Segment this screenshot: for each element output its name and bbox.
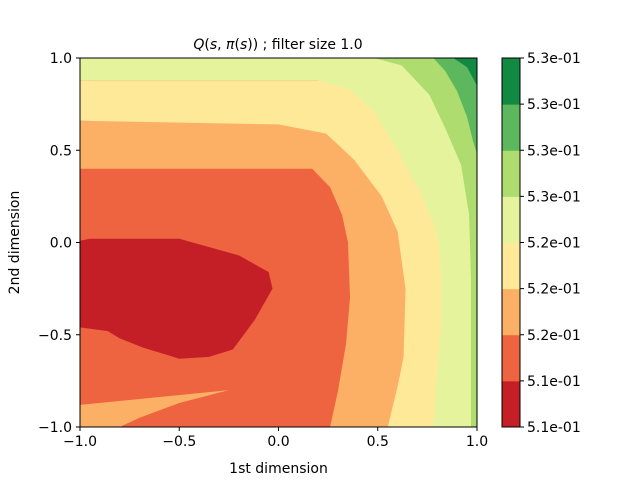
contour-region-2 (80, 80, 477, 427)
title-pi: π (226, 37, 235, 53)
colorbar-tick-label: 5.3e-01 (527, 189, 581, 205)
y-tick-label: −1.0 (38, 420, 72, 436)
x-axis: −1.0 −0.5 0.0 0.5 1.0 (63, 427, 488, 450)
x-tick-label: 0.0 (267, 434, 289, 450)
x-tick-label: 1.0 (466, 434, 488, 450)
x-axis-label: 1st dimension (229, 461, 328, 477)
contour-region-8 (80, 238, 273, 359)
colorbar-band (502, 196, 520, 243)
x-tick-label: −0.5 (162, 434, 196, 450)
title-comma: , (217, 37, 226, 53)
title-close: )) (247, 37, 258, 53)
contour-region-5 (433, 58, 477, 154)
colorbar-tick-label: 5.3e-01 (527, 143, 581, 159)
colorbar: 5.1e-01 5.1e-01 5.2e-01 5.2e-01 5.2e-01 5.3e-… (501, 51, 581, 436)
y-tick-label: 0.0 (50, 236, 72, 252)
colorbar-band (502, 104, 520, 151)
plot-area (79, 57, 478, 428)
y-tick-label: 1.0 (50, 51, 72, 67)
colorbar-tick-label: 5.3e-01 (527, 51, 581, 67)
colorbar-tick-label: 5.2e-01 (527, 282, 581, 298)
colorbar-band (502, 380, 520, 428)
title-s2: s (240, 37, 247, 53)
colorbar-tick-label: 5.3e-01 (527, 97, 581, 113)
colorbar-band (502, 242, 520, 290)
x-tick-label: −1.0 (63, 434, 97, 450)
y-tick-label: 0.5 (50, 143, 72, 159)
title-open2: ( (234, 37, 239, 53)
y-tick-label: −0.5 (38, 328, 72, 344)
y-axis: −1.0 −0.5 0.0 0.5 1.0 (38, 51, 80, 436)
y-axis-label: 2nd dimension (7, 191, 23, 295)
contour-region-6 (453, 58, 477, 86)
chart-title: Q(s, π(s)) ; filter size 1.0 (193, 37, 362, 53)
colorbar-band (502, 150, 520, 197)
x-tick-label: 0.5 (367, 434, 389, 450)
title-open1: ( (204, 37, 209, 53)
colorbar-tick-label: 5.1e-01 (527, 374, 581, 390)
title-q: Q (193, 37, 204, 53)
contour-regions (80, 58, 477, 427)
colorbar-band (502, 288, 520, 336)
title-s: s (210, 37, 217, 53)
colorbar-band (502, 58, 520, 105)
colorbar-tick-label: 5.2e-01 (527, 328, 581, 344)
colorbar-band (502, 334, 520, 382)
title-rest: ; filter size 1.0 (258, 37, 363, 53)
colorbar-tick-label: 5.1e-01 (527, 420, 581, 436)
colorbar-tick-label: 5.2e-01 (527, 236, 581, 252)
